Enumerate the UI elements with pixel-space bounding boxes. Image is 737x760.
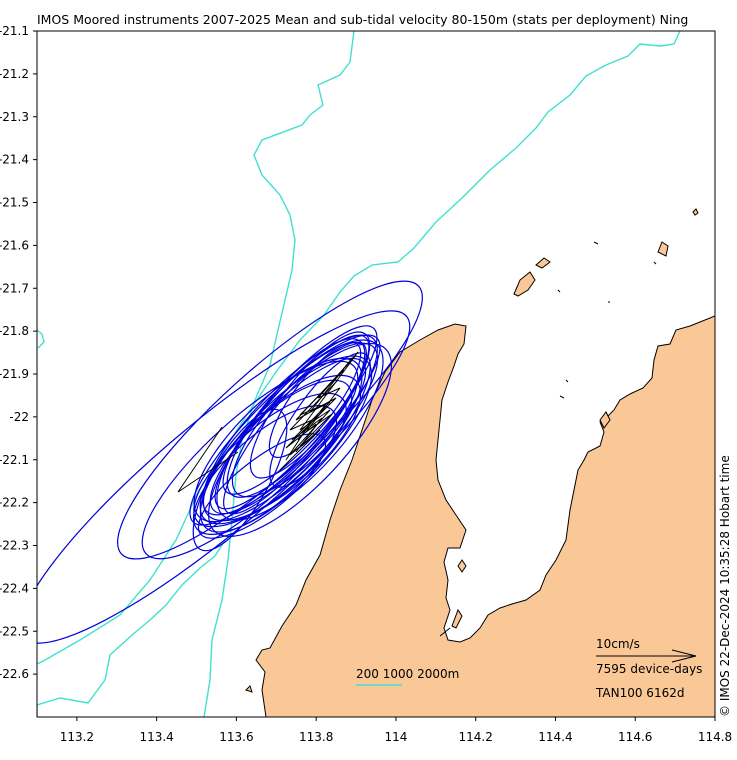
variance-ellipse bbox=[192, 408, 288, 552]
isobath-legend-label: 200 1000 2000m bbox=[356, 667, 459, 681]
variance-ellipse bbox=[223, 341, 367, 515]
isobath-lines bbox=[37, 31, 681, 717]
island bbox=[657, 241, 669, 257]
island bbox=[692, 208, 699, 216]
y-tick-label: -22.2 bbox=[0, 496, 29, 510]
y-tick-label: -21.2 bbox=[0, 67, 29, 81]
variance-ellipses bbox=[37, 280, 423, 644]
velocity-scale-label: 10cm/s bbox=[596, 637, 640, 651]
y-tick-label: -21.6 bbox=[0, 238, 29, 252]
island bbox=[451, 608, 463, 629]
y-tick-label: -21.7 bbox=[0, 281, 29, 295]
mean-velocity-vectors bbox=[177, 351, 359, 493]
variance-ellipse bbox=[37, 310, 411, 644]
land-masses bbox=[245, 208, 715, 717]
variance-ellipse bbox=[226, 338, 366, 498]
y-tick-label: -22 bbox=[9, 410, 29, 424]
map-title: IMOS Moored instruments 2007-2025 Mean a… bbox=[37, 12, 688, 27]
x-axis-ticks: 113.2 113.4 113.6 113.8 114 114.2 114.4 114.6 11… bbox=[60, 717, 732, 744]
variance-ellipse bbox=[269, 352, 371, 488]
device-days-label: 7595 device-days bbox=[596, 662, 702, 676]
x-tick-label: 114.6 bbox=[618, 730, 652, 744]
isobath-2000m bbox=[37, 539, 226, 717]
isobath-edge bbox=[37, 329, 45, 349]
x-tick-label: 114.8 bbox=[698, 730, 732, 744]
shoal bbox=[565, 379, 569, 383]
y-axis-ticks: -21.1 -21.2 -21.3 -21.4 -21.5 -21.6 -21.7 -21.8… bbox=[0, 24, 37, 681]
mean-velocity-vector bbox=[299, 351, 359, 447]
isobath-200m bbox=[203, 31, 355, 717]
island bbox=[457, 559, 467, 573]
y-tick-label: -21.5 bbox=[0, 196, 29, 210]
shoal bbox=[559, 395, 565, 399]
y-tick-label: -21.3 bbox=[0, 110, 29, 124]
shoal bbox=[439, 627, 451, 637]
x-tick-label: 113.4 bbox=[139, 730, 173, 744]
variance-ellipse bbox=[214, 334, 370, 510]
y-tick-label: -22.1 bbox=[0, 453, 29, 467]
x-tick-label: 114.4 bbox=[538, 730, 572, 744]
y-tick-label: -21.9 bbox=[0, 367, 29, 381]
y-tick-label: -22.4 bbox=[0, 581, 29, 595]
island bbox=[535, 257, 551, 269]
velocity-scale-arrow bbox=[596, 649, 697, 663]
shoal bbox=[593, 241, 599, 245]
x-tick-label: 113.2 bbox=[60, 730, 94, 744]
island bbox=[599, 411, 611, 429]
y-tick-label: -22.3 bbox=[0, 539, 29, 553]
mean-velocity-vector bbox=[279, 354, 357, 471]
legend: 200 1000 2000m 10cm/s 7595 device-days T… bbox=[356, 637, 702, 700]
map-area bbox=[37, 31, 715, 717]
station-label: TAN100 6162d bbox=[595, 686, 684, 700]
y-tick-label: -21.8 bbox=[0, 324, 29, 338]
variance-ellipse bbox=[193, 357, 363, 523]
variance-ellipse bbox=[199, 355, 373, 533]
variance-ellipse bbox=[202, 334, 378, 516]
x-tick-label: 113.8 bbox=[299, 730, 333, 744]
x-tick-label: 114.2 bbox=[459, 730, 493, 744]
x-tick-label: 114 bbox=[384, 730, 407, 744]
variance-ellipse bbox=[192, 405, 338, 535]
shoal bbox=[557, 289, 561, 293]
x-tick-label: 113.6 bbox=[219, 730, 253, 744]
mean-velocity-vector bbox=[297, 357, 353, 441]
shoal bbox=[653, 261, 657, 265]
variance-ellipse bbox=[141, 360, 359, 560]
y-tick-label: -22.6 bbox=[0, 667, 29, 681]
coast-details bbox=[439, 241, 657, 637]
y-tick-label: -21.4 bbox=[0, 153, 29, 167]
copyright-label: © IMOS 22-Dec-2024 10:35:28 Hobart time bbox=[718, 455, 732, 717]
island bbox=[513, 271, 536, 297]
y-tick-label: -22.5 bbox=[0, 624, 29, 638]
mean-velocity-vector bbox=[177, 426, 239, 493]
isobath-1000m bbox=[37, 31, 681, 665]
mean-velocity-vector bbox=[285, 379, 339, 461]
island bbox=[245, 685, 253, 693]
y-tick-label: -21.1 bbox=[0, 24, 29, 38]
